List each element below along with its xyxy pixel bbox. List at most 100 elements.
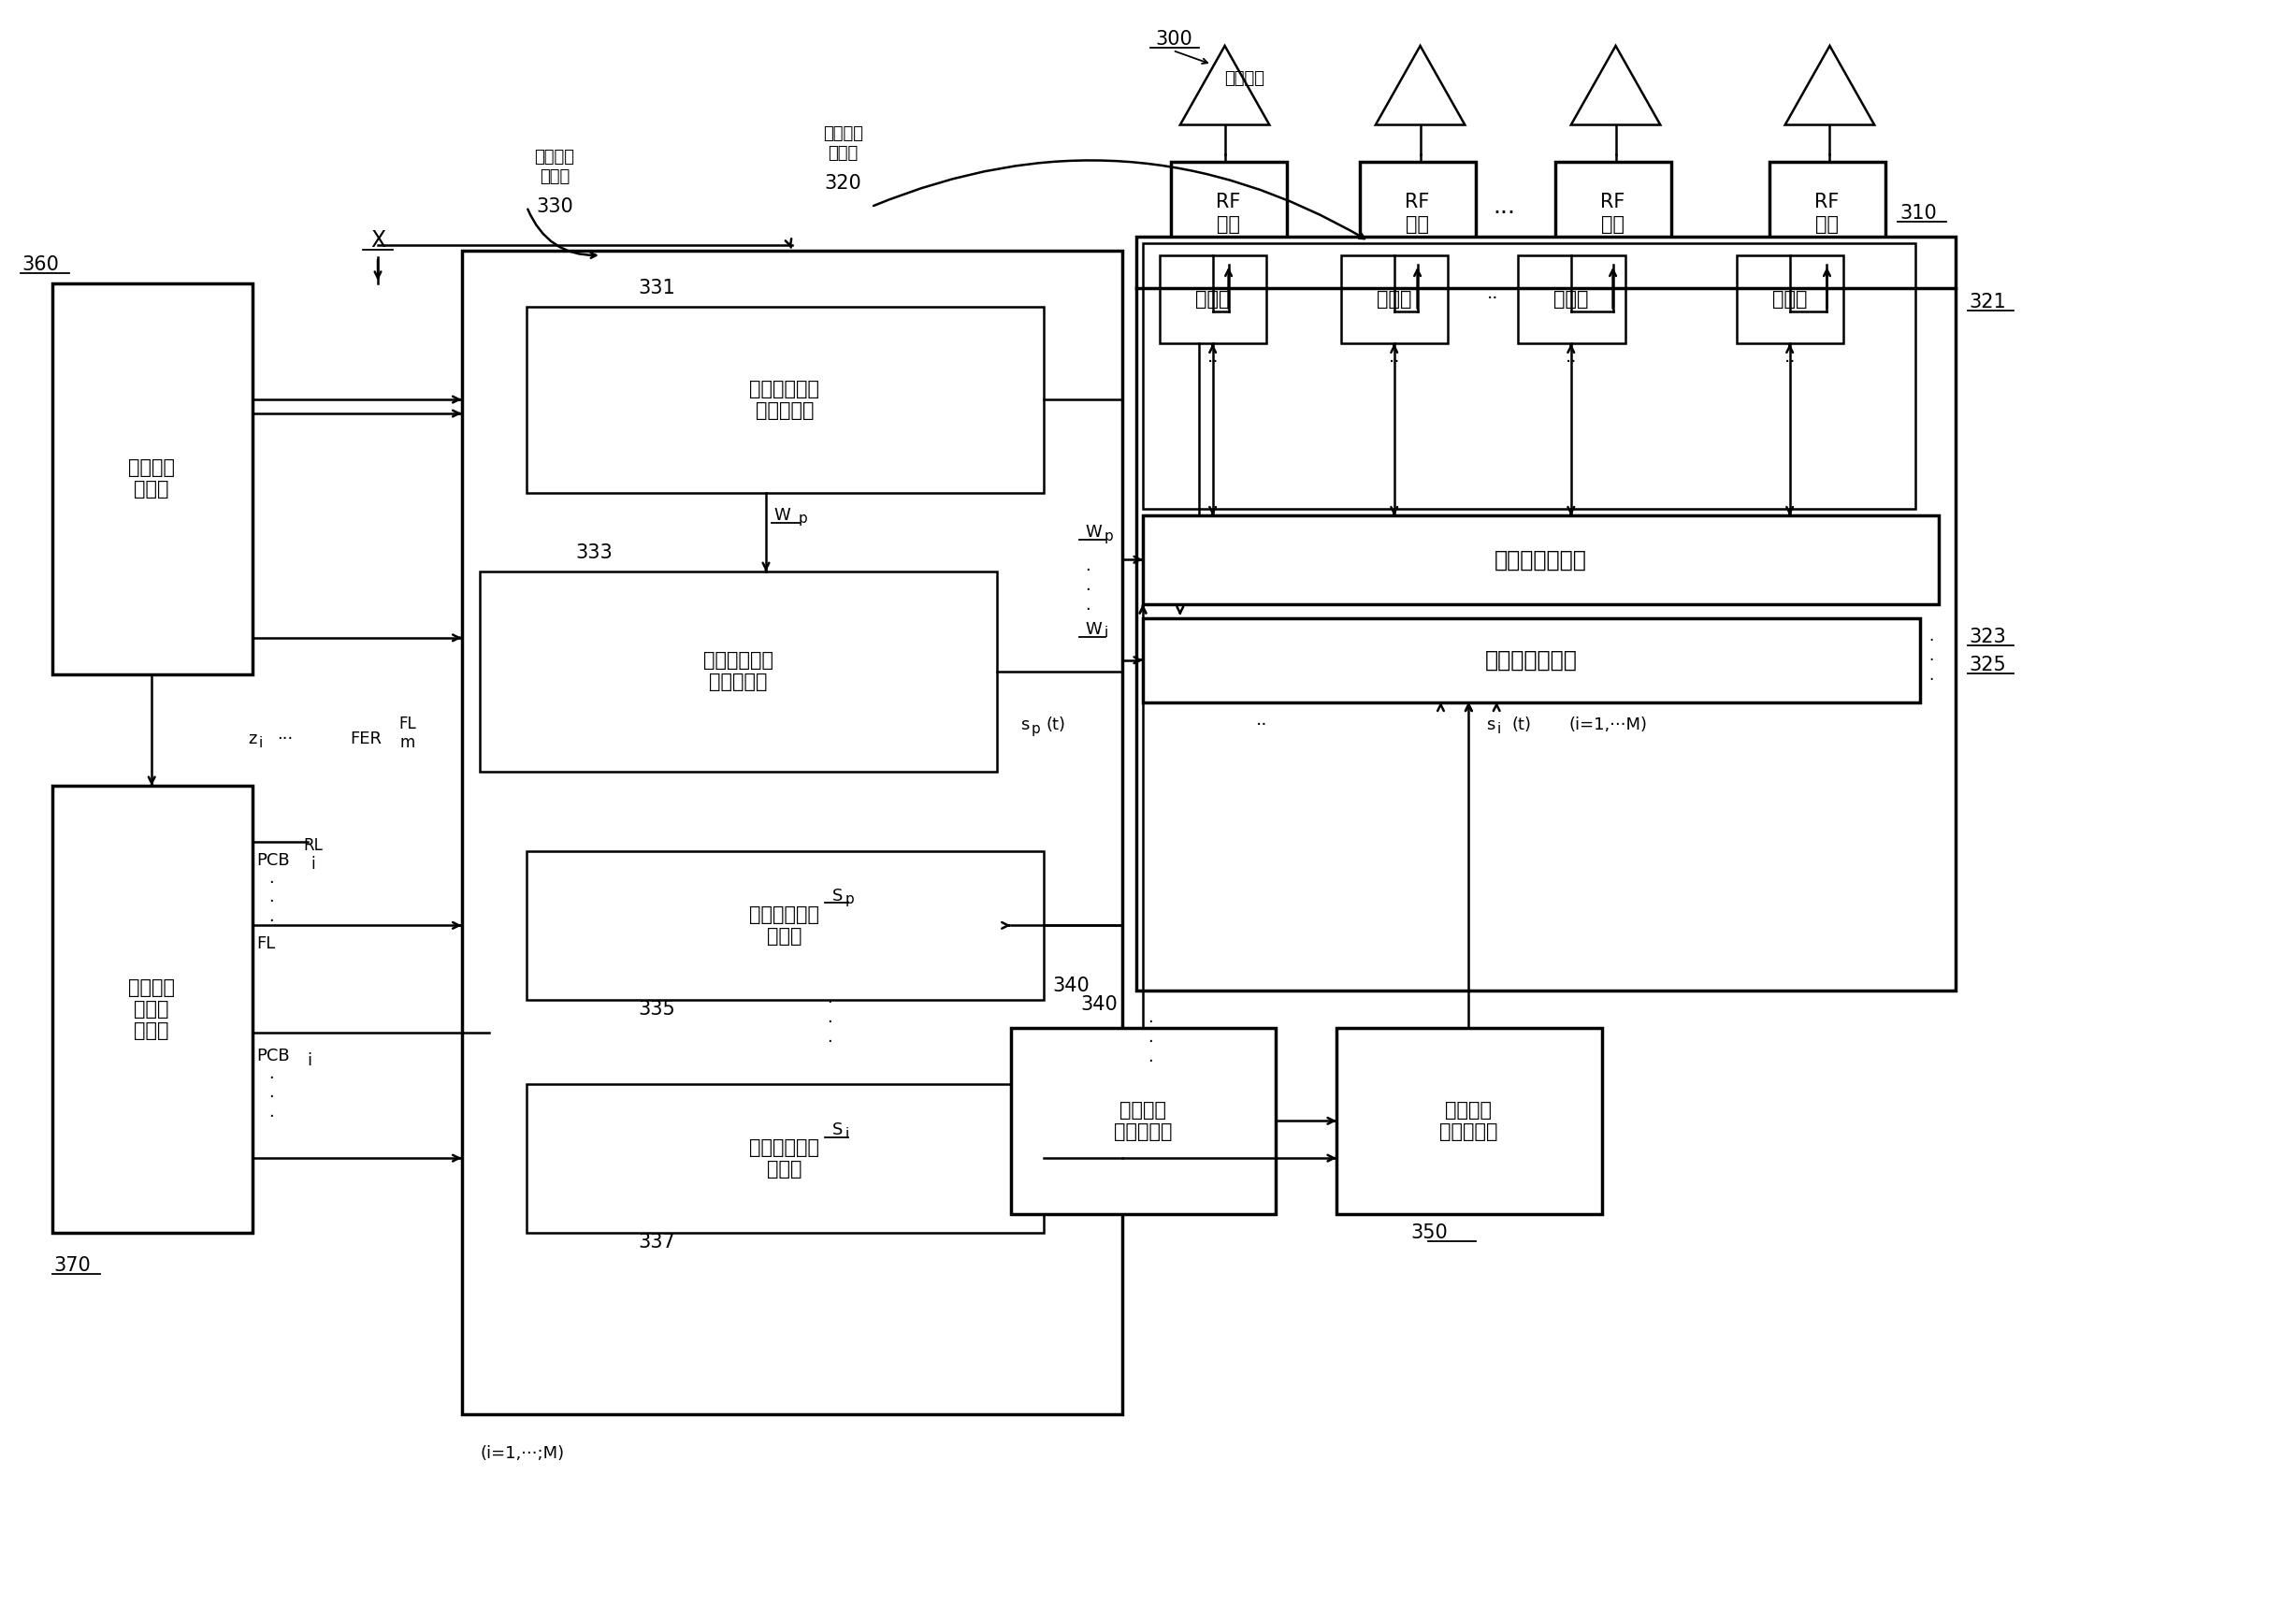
Text: 333: 333 [576,544,613,562]
Text: 350: 350 [1412,1224,1449,1241]
Text: 310: 310 [1899,204,1938,223]
Text: 发送波束
形成器: 发送波束 形成器 [822,125,863,162]
Text: 323: 323 [1970,628,2007,646]
Text: ··: ·· [1208,353,1219,371]
Text: RF
单元: RF 单元 [1814,193,1839,233]
Text: 360: 360 [23,255,60,275]
Text: 公共波束功率
计算器: 公共波束功率 计算器 [748,906,820,946]
Text: ···: ··· [1492,202,1515,225]
Text: 天线阵列: 天线阵列 [1224,71,1265,87]
Text: 基站调制
解调器
接收器: 基站调制 解调器 接收器 [129,978,174,1041]
Text: RF
单元: RF 单元 [1405,193,1430,233]
FancyBboxPatch shape [1143,516,1938,604]
FancyBboxPatch shape [1341,255,1449,344]
FancyBboxPatch shape [526,851,1042,1001]
Text: 发送波束功率
计算器: 发送波束功率 计算器 [748,1139,820,1179]
FancyBboxPatch shape [1770,162,1885,265]
Text: 发送波束
控制器: 发送波束 控制器 [535,149,574,185]
Polygon shape [1375,47,1465,125]
Text: p: p [1031,723,1040,736]
FancyBboxPatch shape [1143,243,1915,509]
FancyBboxPatch shape [1137,236,1956,991]
Text: FER: FER [349,731,381,748]
FancyBboxPatch shape [1171,162,1288,265]
Text: 337: 337 [638,1232,675,1251]
FancyBboxPatch shape [1554,162,1671,265]
Text: RL: RL [303,837,321,854]
Text: 300: 300 [1155,31,1192,48]
Text: ··: ·· [1256,716,1267,734]
Text: 公共波束形成器: 公共波束形成器 [1495,548,1587,570]
FancyBboxPatch shape [480,572,996,772]
FancyBboxPatch shape [526,1084,1042,1232]
Text: s: s [1019,716,1029,734]
Text: (i=1,···;M): (i=1,···;M) [480,1445,565,1461]
Text: 加法器: 加法器 [1378,289,1412,308]
Text: W: W [1086,524,1102,541]
FancyBboxPatch shape [1336,1028,1603,1214]
Text: (t): (t) [1511,716,1531,734]
Text: PCB: PCB [257,1047,289,1065]
Polygon shape [1784,47,1874,125]
Text: ···: ··· [278,731,294,748]
Text: i: i [259,736,262,750]
Text: m: m [400,734,416,752]
Text: i: i [308,1052,312,1068]
Text: p: p [1104,530,1114,543]
Text: W: W [774,507,790,524]
Text: z: z [248,731,257,748]
Text: ··: ·· [1784,353,1795,371]
Text: i: i [1104,626,1107,641]
Text: 加法器: 加法器 [1773,289,1807,308]
Text: 加法器: 加法器 [1554,289,1589,308]
Text: 发送波束加权
向量计算器: 发送波束加权 向量计算器 [703,650,774,692]
FancyBboxPatch shape [53,283,253,675]
Text: i: i [310,856,315,872]
Text: 335: 335 [638,1001,675,1018]
Text: 公共波束加权
向量计算器: 公共波束加权 向量计算器 [748,379,820,419]
Text: 发送波束形成器: 发送波束形成器 [1486,649,1577,671]
Text: S: S [833,887,843,904]
Text: (i=1,···M): (i=1,···M) [1568,716,1649,734]
Text: 340: 340 [1052,976,1091,996]
FancyBboxPatch shape [53,785,253,1232]
Text: RF
单元: RF 单元 [1600,193,1626,233]
Text: ··: ·· [1389,353,1401,371]
Text: ·
·
·: · · · [827,994,831,1050]
Text: 331: 331 [638,278,675,297]
FancyBboxPatch shape [1518,255,1626,344]
Text: ··: ·· [1488,291,1499,308]
Text: ·
·
·: · · · [269,874,273,930]
Text: 接收波束
形成器: 接收波束 形成器 [129,458,174,499]
FancyBboxPatch shape [1359,162,1476,265]
Text: s: s [1486,716,1495,734]
Text: 321: 321 [1970,292,2007,312]
Text: i: i [845,1127,850,1140]
Text: ·
·
·: · · · [1148,1013,1153,1070]
FancyBboxPatch shape [526,307,1042,493]
Text: ·
·
·: · · · [1086,562,1091,618]
Text: 325: 325 [1970,655,2007,675]
Text: ·
·
·: · · · [269,1070,273,1126]
Text: PCB: PCB [257,851,289,869]
Text: X: X [370,230,386,252]
FancyBboxPatch shape [1159,255,1267,344]
Text: W: W [1086,622,1102,638]
Text: RF
单元: RF 单元 [1217,193,1240,233]
Polygon shape [1180,47,1270,125]
Text: FL: FL [400,716,416,732]
Text: p: p [799,512,808,525]
Text: FL: FL [257,936,276,952]
Text: p: p [845,893,854,906]
Text: 330: 330 [535,198,574,217]
Text: S: S [833,1121,843,1139]
FancyBboxPatch shape [1736,255,1844,344]
Text: (t): (t) [1047,716,1065,734]
Text: 发送信道
信号产生器: 发送信道 信号产生器 [1440,1100,1497,1142]
Text: 340: 340 [1081,996,1118,1013]
Polygon shape [1570,47,1660,125]
Text: 公共信道
信号产生器: 公共信道 信号产生器 [1114,1100,1171,1142]
Text: 加法器: 加法器 [1196,289,1231,308]
Text: i: i [1497,723,1502,736]
FancyBboxPatch shape [1143,618,1919,702]
